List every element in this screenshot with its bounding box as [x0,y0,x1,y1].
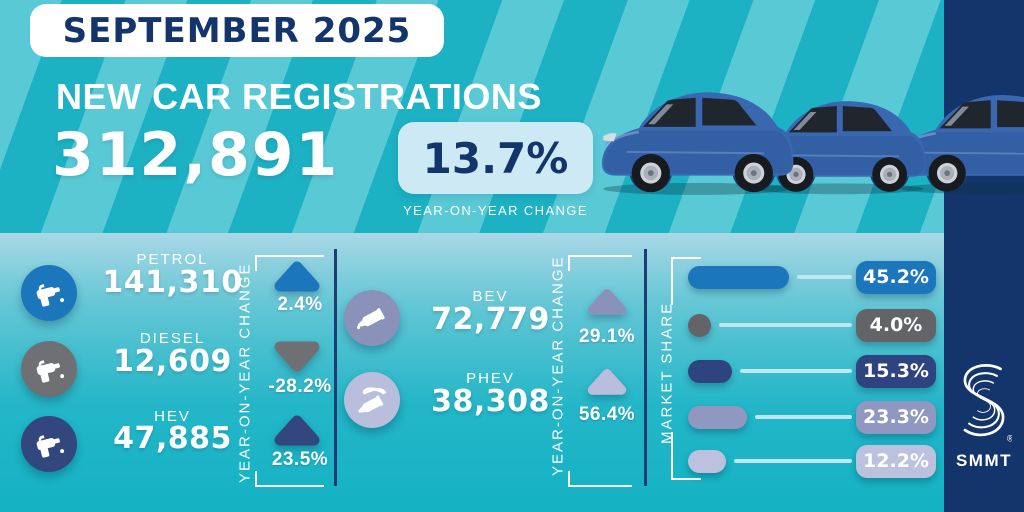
smmt-logo: ® SMMT [944,360,1024,471]
total-yoy-change-value: 13.7% [422,133,569,183]
diesel-label: DIESEL [139,330,206,347]
market-share-row-diesel: 4.0% [688,308,936,342]
petrol-value: 141,310 [102,265,243,300]
connector-line [719,323,852,327]
fuel-bracket-top [255,255,324,271]
petrol-icon-circle [21,265,77,321]
market-share-bar [688,405,747,429]
market-share-bar [688,265,789,289]
smmt-s-icon: ® [963,364,1014,443]
market-share-badge: 12.2% [856,444,936,478]
panel-divider [334,249,337,486]
phev-plug-fuel-icon [358,387,387,413]
petrol-up-arrow-icon [271,259,323,298]
market-share-badge: 4.0% [856,308,936,342]
market-share-bracket-bottom [671,432,701,480]
phev-icon-circle [344,372,400,428]
svg-text:®: ® [1007,433,1012,443]
bev-icon-circle [344,290,400,346]
market-share-row-hev: 15.3% [688,354,936,388]
hev-up-arrow-icon [271,413,323,452]
market-share-row-phev: 12.2% [688,444,936,478]
date-badge: SEPTEMBER 2025 [30,4,444,57]
connector-line [740,369,852,373]
bev-value: 72,779 [431,302,550,337]
diesel-down-arrow-icon [271,340,323,379]
market-share-axis-label: MARKET SHARE [658,301,676,444]
market-share-value: 15.3% [863,360,929,382]
bev-up-arrow-icon [584,287,630,321]
market-share-value: 12.2% [863,450,929,472]
total-yoy-change-label: YEAR-ON-YEAR CHANGE [403,203,588,218]
ev-yoy-axis-label: YEAR-ON-YEAR CHANGE [549,255,567,476]
car-left [600,91,795,197]
connector-line [797,275,852,279]
phev-value: 38,308 [431,384,550,419]
ev-bracket-top [568,255,632,271]
diesel-value: 12,609 [113,344,232,379]
phev-change: 56.4% [578,404,636,425]
stats-background [0,233,1024,512]
fuel-pump-icon [36,360,65,383]
hev-change: 23.5% [271,449,329,470]
market-share-badge: 45.2% [856,260,936,294]
market-share-row-petrol: 45.2% [688,260,936,294]
hev-icon-circle [21,416,77,472]
market-share-badge: 15.3% [856,354,936,388]
market-share-bar [688,449,726,473]
fuel-bracket-bottom [255,471,324,487]
petrol-label: PETROL [136,251,209,268]
market-share-row-bev: 23.3% [688,400,936,434]
phev-up-arrow-icon [584,367,630,401]
market-share-value: 4.0% [869,314,923,336]
market-share-badge: 23.3% [856,400,936,434]
petrol-change: 2.4% [277,294,323,315]
hev-label: HEV [154,408,191,425]
panel-divider [644,249,647,486]
diesel-change: -28.2% [268,376,332,397]
fuel-pump-icon [36,435,65,458]
diesel-icon-circle [21,341,77,397]
market-share-value: 45.2% [863,266,929,288]
connector-line [734,459,852,463]
market-share-bar [688,359,732,383]
page-title: NEW CAR REGISTRATIONS [56,76,542,117]
market-share-bracket-top [671,257,701,305]
ev-plug-icon [356,308,385,330]
total-yoy-change-box: 13.7% [398,122,593,194]
phev-label: PHEV [466,370,515,387]
total-registrations: 312,891 [52,120,340,190]
blue-cars-illustration [600,91,1024,197]
smmt-logo-text: SMMT [955,451,1013,470]
market-share-value: 23.3% [863,406,929,428]
bev-change: 29.1% [578,326,636,347]
fuel-pump-icon [36,284,65,307]
market-share-bar [688,313,711,337]
connector-line [755,415,852,419]
bev-label: BEV [472,288,509,305]
hev-value: 47,885 [113,421,232,456]
date-badge-text: SEPTEMBER 2025 [62,10,412,51]
ev-bracket-bottom [568,471,632,487]
